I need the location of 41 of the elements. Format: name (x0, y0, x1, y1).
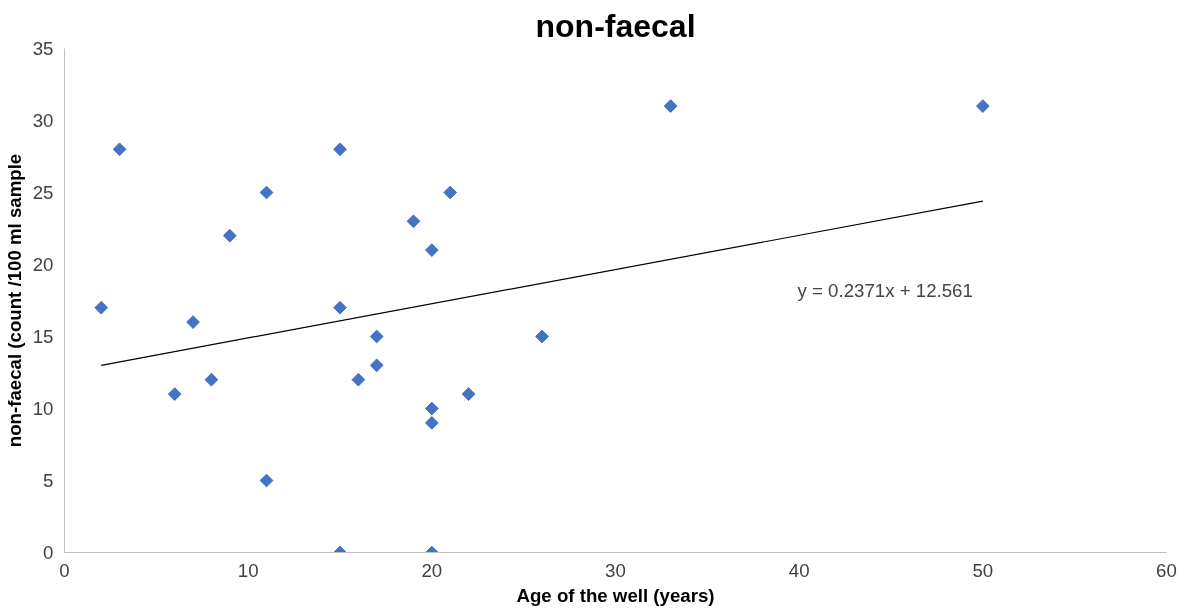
x-tick-label: 20 (421, 559, 443, 581)
point (333, 300, 347, 315)
x-tick-label: 0 (59, 559, 70, 581)
point (424, 243, 439, 257)
annotation: y = 0.2371x + 12.561 (797, 280, 973, 302)
point (663, 99, 678, 113)
point (369, 329, 384, 344)
point (222, 228, 237, 243)
point (461, 387, 476, 401)
point (424, 401, 439, 416)
y-tick-label: 10 (32, 398, 54, 419)
point (112, 142, 127, 157)
y-tick-label: 35 (32, 38, 54, 59)
point (333, 142, 347, 157)
x-tick-label: 60 (1156, 559, 1177, 581)
point (167, 387, 182, 401)
point (94, 300, 109, 315)
y-tick-label: 0 (43, 542, 54, 563)
y-tick-label: 5 (43, 470, 54, 491)
point (406, 214, 421, 229)
point (424, 416, 439, 430)
point (975, 99, 990, 113)
point (186, 315, 200, 329)
point (351, 372, 366, 387)
point (369, 358, 384, 373)
point (259, 473, 274, 488)
chart-title: non-faecal (535, 7, 696, 44)
y-axis-title: non-faecal (count /100 ml sample (3, 153, 25, 448)
x-axis-title: Age of the well (years) (516, 584, 715, 606)
point (259, 185, 274, 200)
x-tick-label: 50 (972, 559, 994, 581)
y-tick-label: 30 (32, 110, 54, 131)
y-tick-label: 25 (32, 182, 54, 203)
x-tick-label: 40 (788, 559, 810, 581)
x-tick-label: 30 (605, 559, 626, 581)
point (535, 329, 549, 344)
y-tick-label: 20 (32, 254, 54, 275)
point (204, 372, 219, 387)
point (443, 185, 458, 200)
x-tick-label: 10 (237, 559, 259, 581)
y-tick-label: 15 (32, 326, 54, 347)
